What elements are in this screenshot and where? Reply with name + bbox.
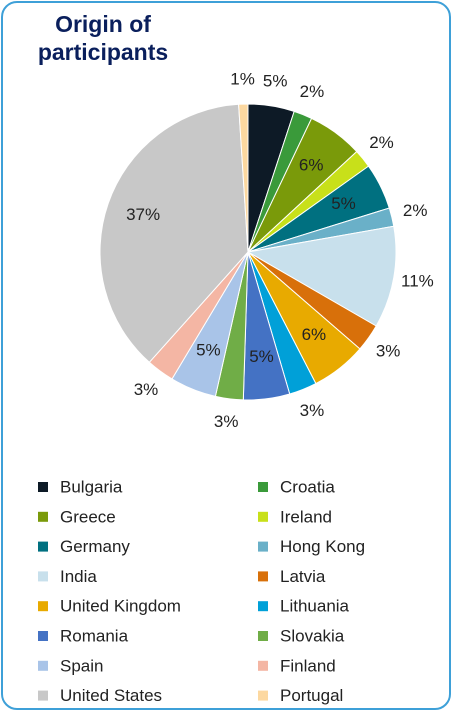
legend-swatch (258, 541, 268, 552)
data-label: 11% (401, 271, 434, 290)
data-label: 2% (403, 201, 428, 220)
legend-label: Slovakia (280, 626, 345, 645)
legend-label: Ireland (280, 507, 332, 526)
legend-swatch (38, 482, 48, 492)
legend-label: Spain (60, 656, 103, 675)
data-label: 1% (230, 70, 255, 89)
data-label: 3% (214, 412, 239, 431)
legend-swatch (38, 601, 48, 612)
legend-swatch (258, 690, 268, 701)
data-label: 5% (263, 72, 288, 91)
legend-swatch (38, 690, 48, 701)
data-label: 3% (300, 401, 325, 420)
data-label: 6% (299, 156, 324, 175)
legend-label: Lithuania (280, 597, 350, 616)
legend-swatch (38, 511, 48, 522)
legend-label: Finland (280, 656, 336, 675)
legend-swatch (258, 660, 268, 671)
legend-label: Croatia (280, 477, 335, 496)
data-label: 2% (369, 133, 394, 152)
data-label: 5% (331, 194, 356, 213)
data-label: 5% (249, 347, 274, 366)
legend-label: Latvia (280, 567, 326, 586)
data-label: 5% (196, 340, 221, 359)
legend-label: Bulgaria (60, 477, 123, 496)
legend-swatch (258, 571, 268, 582)
legend-label: India (60, 567, 97, 586)
legend-label: Germany (60, 537, 130, 556)
data-label: 6% (302, 325, 327, 344)
legend-swatch (38, 571, 48, 582)
legend-label: Romania (60, 626, 129, 645)
data-label: 3% (376, 341, 401, 360)
pie-slice (238, 103, 249, 253)
legend-swatch (258, 631, 268, 641)
data-label: 3% (134, 380, 159, 399)
legend-swatch (258, 482, 268, 492)
pie-slice (246, 225, 397, 327)
legend-label: Portugal (280, 686, 343, 705)
legend-label: Hong Kong (280, 537, 365, 556)
legend-swatch (38, 660, 48, 671)
legend-label: United States (60, 686, 162, 705)
pie-slice (99, 103, 249, 364)
legend-swatch (258, 511, 268, 522)
legend-swatch (38, 631, 48, 641)
chart-title: Origin of participants (37, 11, 169, 65)
data-label: 37% (126, 205, 160, 224)
legend-swatch (38, 541, 48, 552)
data-label: 2% (300, 82, 325, 101)
legend-label: United Kingdom (60, 597, 181, 616)
legend-label: Greece (60, 507, 116, 526)
legend-swatch (258, 601, 268, 612)
